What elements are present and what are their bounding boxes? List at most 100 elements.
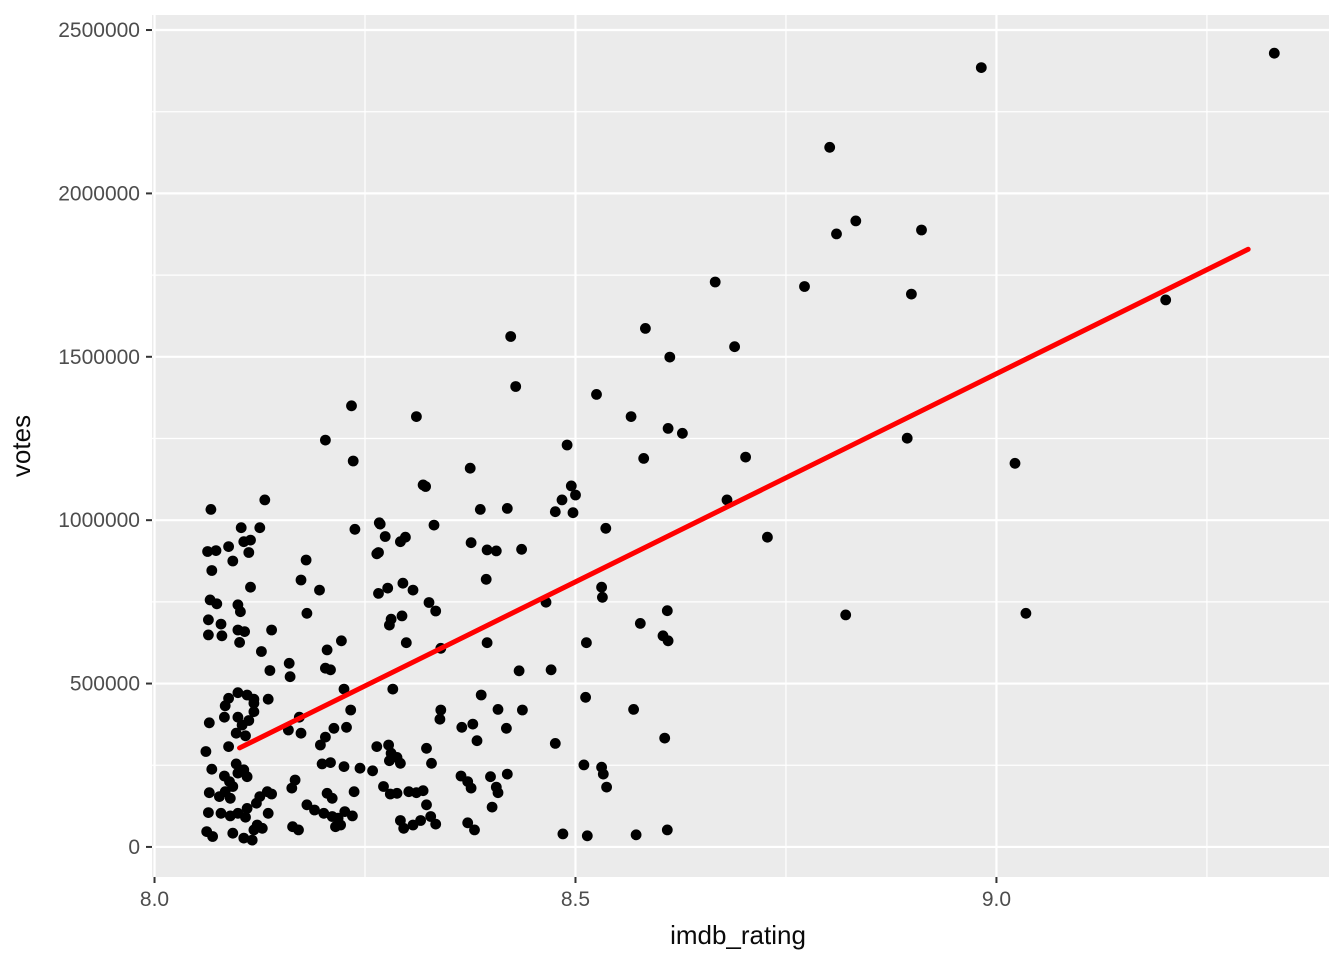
data-point (462, 817, 474, 829)
y-tick-label: 1000000 (58, 509, 140, 532)
data-point (232, 687, 244, 699)
data-point (241, 771, 253, 783)
data-point (471, 735, 483, 747)
data-point (338, 761, 350, 772)
data-point (407, 584, 419, 596)
data-point (430, 818, 442, 830)
data-point (596, 581, 607, 593)
data-point (227, 827, 239, 839)
data-point (901, 432, 913, 444)
data-point (565, 480, 577, 492)
x-axis-title: imdb_rating (670, 920, 806, 950)
data-point (426, 757, 437, 769)
data-point (1020, 607, 1032, 619)
data-point (203, 717, 215, 729)
data-point (373, 517, 385, 529)
data-point (326, 792, 338, 804)
data-point (315, 739, 326, 751)
data-point (501, 722, 512, 734)
data-point (219, 700, 231, 712)
data-point (581, 637, 592, 649)
data-point (425, 811, 437, 822)
data-point (235, 522, 247, 534)
data-point (417, 479, 429, 491)
plot-panel (152, 15, 1329, 877)
data-point (475, 689, 487, 701)
data-point (762, 531, 773, 543)
data-point (464, 462, 476, 474)
data-point (467, 718, 479, 730)
data-point (236, 719, 248, 731)
data-point (295, 727, 307, 739)
data-point (578, 759, 590, 771)
data-point (501, 768, 513, 780)
data-point (824, 141, 836, 153)
data-point (378, 781, 389, 792)
data-point (227, 781, 239, 792)
data-point (729, 341, 740, 353)
data-point (335, 819, 346, 831)
data-point (210, 545, 222, 556)
data-point (580, 691, 591, 703)
data-point (721, 494, 733, 506)
data-point (293, 824, 304, 836)
data-point (354, 762, 366, 774)
data-point (975, 62, 987, 73)
data-point (206, 565, 218, 576)
data-point (219, 711, 230, 723)
data-point (325, 757, 336, 768)
major-gridlines (152, 15, 1329, 877)
data-point (465, 782, 477, 794)
data-point (316, 758, 328, 770)
data-point (556, 494, 568, 506)
y-tick-label: 1500000 (58, 346, 140, 369)
data-point (341, 721, 352, 733)
data-point (243, 547, 255, 558)
data-point (423, 597, 435, 608)
data-point (567, 507, 579, 519)
y-tick-label: 500000 (70, 673, 140, 696)
data-point (301, 799, 313, 811)
data-point (223, 741, 235, 752)
data-point (295, 574, 307, 586)
data-point (371, 741, 383, 752)
data-point (203, 629, 214, 641)
data-point (581, 830, 593, 842)
data-point (430, 605, 442, 617)
data-point (400, 637, 412, 649)
data-point (434, 713, 446, 725)
data-point (661, 824, 673, 836)
data-point (230, 758, 242, 770)
data-point (286, 782, 298, 794)
data-point (211, 598, 223, 610)
data-point (300, 554, 312, 566)
data-point (289, 774, 301, 786)
data-point (262, 807, 274, 819)
data-point (385, 613, 397, 625)
data-point (301, 607, 313, 619)
data-point (486, 801, 498, 813)
data-point (203, 787, 215, 799)
data-point (325, 664, 336, 676)
data-point (314, 584, 325, 596)
data-point (662, 635, 674, 647)
data-point (348, 786, 360, 798)
data-point (248, 824, 260, 836)
data-point (481, 544, 493, 556)
data-point (203, 614, 214, 626)
data-point (321, 644, 333, 656)
data-point (239, 626, 251, 637)
data-point (384, 755, 395, 767)
data-point (224, 792, 236, 804)
y-tick-label: 2000000 (58, 182, 140, 205)
data-point (740, 451, 751, 463)
data-point (223, 541, 235, 552)
data-point (346, 400, 357, 412)
data-point (227, 555, 239, 567)
data-point (379, 531, 391, 542)
data-point (345, 704, 357, 716)
data-point (570, 489, 581, 501)
data-point (600, 522, 612, 534)
